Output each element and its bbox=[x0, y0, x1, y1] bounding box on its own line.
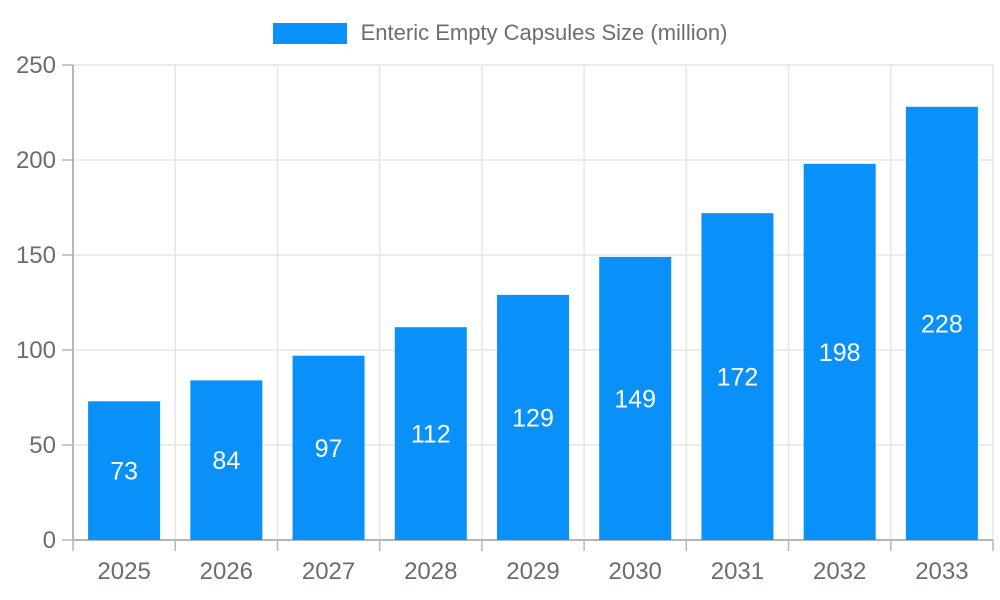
bar-2027[interactable] bbox=[292, 355, 365, 540]
x-axis-label: 2031 bbox=[711, 558, 764, 585]
bar-2031[interactable] bbox=[701, 213, 774, 540]
y-axis-label: 0 bbox=[43, 527, 56, 554]
y-axis-label: 200 bbox=[16, 147, 56, 174]
bar-2029[interactable] bbox=[497, 294, 569, 540]
y-axis-label: 250 bbox=[16, 52, 56, 79]
bar-value-label: 172 bbox=[717, 364, 759, 392]
bar-2032[interactable] bbox=[803, 163, 876, 541]
bar-value-label: 73 bbox=[110, 458, 138, 486]
legend-label: Enteric Empty Capsules Size (million) bbox=[360, 20, 728, 45]
y-axis-label: 150 bbox=[16, 242, 56, 269]
x-axis-label: 2030 bbox=[609, 558, 662, 585]
bar-value-label: 129 bbox=[512, 404, 554, 432]
bar-2033[interactable] bbox=[905, 106, 978, 541]
bar-value-label: 84 bbox=[212, 447, 240, 475]
bar-2025[interactable] bbox=[88, 401, 161, 540]
x-axis-label: 2027 bbox=[302, 558, 355, 585]
bar-2030[interactable] bbox=[599, 256, 672, 540]
bar-value-label: 149 bbox=[614, 385, 656, 413]
x-axis-label: 2032 bbox=[813, 558, 866, 585]
y-axis-label: 100 bbox=[16, 337, 56, 364]
bar-2028[interactable] bbox=[394, 327, 467, 540]
x-axis-label: 2028 bbox=[404, 558, 457, 585]
x-axis-label: 2025 bbox=[97, 558, 150, 585]
x-axis-label: 2029 bbox=[506, 558, 559, 585]
bar-value-label: 97 bbox=[315, 435, 343, 463]
bar-value-label: 112 bbox=[411, 421, 451, 449]
y-axis-label: 50 bbox=[29, 432, 56, 459]
bar-value-label: 228 bbox=[921, 310, 963, 338]
bar-2026[interactable] bbox=[190, 380, 263, 540]
bar-value-label: 198 bbox=[819, 339, 861, 367]
x-axis-label: 2026 bbox=[200, 558, 253, 585]
legend-swatch bbox=[272, 22, 347, 44]
chart-legend[interactable]: Enteric Empty Capsules Size (million) bbox=[0, 20, 1000, 46]
x-axis-label: 2033 bbox=[915, 558, 968, 585]
